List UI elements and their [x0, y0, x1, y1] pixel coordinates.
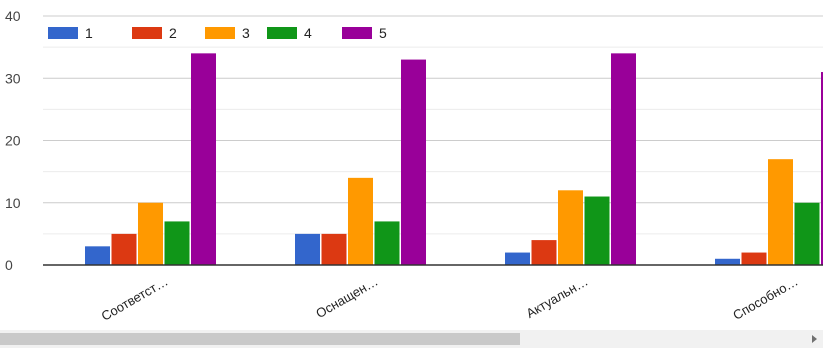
- bar-series-4-3[interactable]: [584, 196, 610, 265]
- bar-series-2-2[interactable]: [321, 233, 347, 265]
- bar-series-4-4[interactable]: [794, 202, 820, 265]
- legend-label-1[interactable]: 1: [85, 25, 93, 41]
- bar-series-4-1[interactable]: [164, 221, 190, 265]
- y-tick-label: 10: [5, 195, 21, 211]
- bar-series-2-1[interactable]: [111, 233, 137, 265]
- chart-area: 0 10 20 30 40 Соответст… Оснащен… Актуальн… Спос…: [5, 8, 823, 324]
- bar-series-1-1[interactable]: [85, 246, 110, 265]
- legend-swatch-4[interactable]: [267, 27, 297, 39]
- legend-swatch-1[interactable]: [48, 27, 78, 39]
- bar-series-3-3[interactable]: [558, 190, 583, 265]
- bar-chart: 0 10 20 30 40 Соответст… Оснащен… Актуальн… Спос…: [5, 8, 823, 324]
- bar-series-1-4[interactable]: [715, 258, 740, 265]
- bar-series-5-4[interactable]: [821, 72, 823, 266]
- legend-swatch-2[interactable]: [132, 27, 162, 39]
- x-category-label: Соответст…: [99, 274, 171, 324]
- bar-series-5-3[interactable]: [611, 53, 636, 265]
- y-tick-label: 0: [5, 257, 13, 273]
- bar-series-2-4[interactable]: [741, 252, 767, 265]
- bar-series-5-1[interactable]: [191, 53, 216, 265]
- bar-series-3-1[interactable]: [138, 202, 163, 265]
- legend-swatch-5[interactable]: [342, 27, 372, 39]
- bar-series-3-4[interactable]: [768, 159, 793, 265]
- x-category-label: Актуальн…: [523, 274, 590, 321]
- y-tick-label: 40: [5, 8, 21, 24]
- legend-label-4[interactable]: 4: [304, 25, 312, 41]
- scrollbar-thumb[interactable]: [0, 333, 520, 345]
- bar-series-3-2[interactable]: [348, 177, 373, 265]
- y-tick-label: 20: [5, 133, 21, 149]
- legend-label-3[interactable]: 3: [242, 25, 250, 41]
- bar-series-1-3[interactable]: [505, 252, 530, 265]
- legend-label-5[interactable]: 5: [379, 25, 387, 41]
- y-tick-label: 30: [5, 70, 21, 86]
- legend-swatch-3[interactable]: [205, 27, 235, 39]
- horizontal-scrollbar[interactable]: [0, 330, 823, 348]
- legend-label-2[interactable]: 2: [169, 25, 177, 41]
- bar-series-4-2[interactable]: [374, 221, 400, 265]
- bar-series-5-2[interactable]: [401, 59, 426, 266]
- bar-series-1-2[interactable]: [295, 233, 320, 265]
- x-category-label: Оснащен…: [313, 274, 380, 321]
- scroll-right-icon[interactable]: [812, 335, 817, 343]
- bar-series-2-3[interactable]: [531, 240, 557, 265]
- x-category-label: Способно…: [730, 274, 800, 323]
